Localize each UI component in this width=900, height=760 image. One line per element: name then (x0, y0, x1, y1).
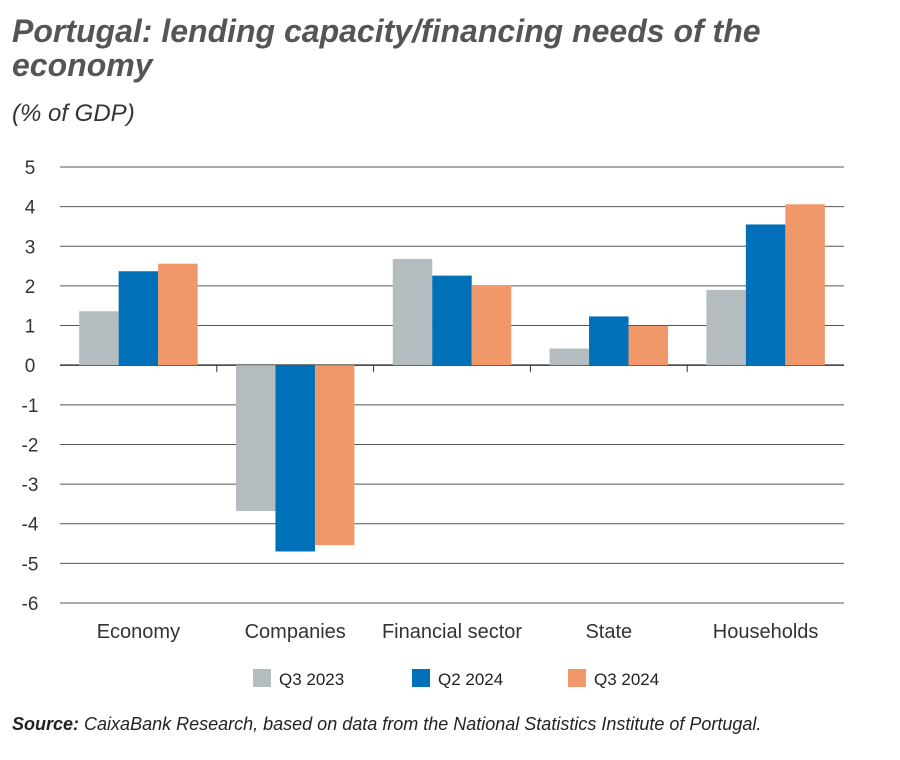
y-tick-label: -1 (22, 396, 39, 417)
legend-label: Q3 2024 (594, 670, 659, 689)
y-tick-label: 5 (25, 158, 36, 179)
bar-q2-2024 (275, 365, 315, 552)
bar-q3-2023 (549, 348, 590, 366)
y-tick-label: -4 (22, 515, 39, 536)
bar-q2-2024 (745, 224, 786, 366)
y-tick-label: -2 (22, 435, 39, 456)
legend-label: Q2 2024 (438, 670, 503, 689)
bar-q3-2024 (158, 263, 198, 366)
source-text: CaixaBank Research, based on data from t… (84, 714, 762, 734)
legend-label: Q3 2023 (279, 670, 344, 689)
bar-q3-2024 (785, 204, 825, 366)
bar-q3-2024 (314, 365, 355, 546)
source-label: Source: (12, 714, 80, 734)
legend-swatch (253, 669, 271, 687)
bar-q2-2024 (432, 275, 472, 366)
bar-q3-2024 (471, 285, 512, 366)
y-tick-label: 1 (25, 317, 36, 338)
y-tick-label: -5 (22, 554, 39, 575)
x-category-label: Households (713, 621, 819, 643)
bar-q3-2023 (235, 365, 276, 512)
chart-title: Portugal: lending capacity/financing nee… (12, 13, 761, 83)
x-category-label: Companies (245, 621, 346, 643)
y-tick-label: -6 (22, 594, 39, 615)
y-tick-label: 0 (25, 356, 36, 377)
bar-q3-2023 (706, 289, 746, 366)
x-category-label: Financial sector (382, 621, 522, 643)
bar-q3-2023 (79, 311, 119, 366)
source-note: Source: CaixaBank Research, based on dat… (12, 714, 761, 735)
y-tick-label: 4 (25, 198, 36, 219)
bar-q2-2024 (118, 271, 159, 366)
y-tick-label: 2 (25, 277, 36, 298)
bar-q2-2024 (589, 316, 629, 366)
legend-swatch (568, 669, 586, 687)
x-category-label: State (585, 621, 632, 643)
chart-subtitle: (% of GDP) (12, 100, 135, 127)
x-category-label: Economy (97, 621, 180, 643)
legend-swatch (412, 669, 430, 687)
y-tick-label: 3 (25, 237, 36, 258)
y-tick-label: -3 (22, 475, 39, 496)
bar-q3-2023 (392, 258, 433, 366)
bar-q3-2024 (628, 325, 669, 366)
